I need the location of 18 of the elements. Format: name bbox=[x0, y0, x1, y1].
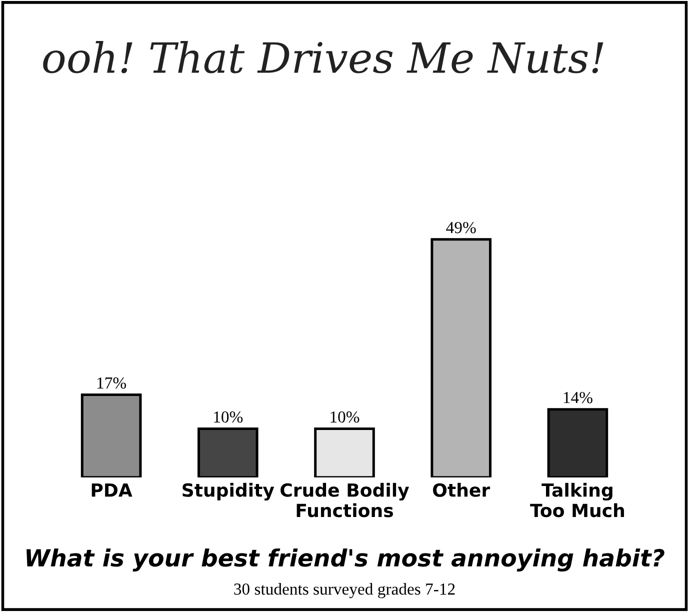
x-tick-label: Crude Bodily Functions bbox=[280, 482, 410, 518]
chart-title: ooh! That Drives Me Nuts! bbox=[43, 41, 604, 74]
data-label: 10% bbox=[214, 411, 243, 423]
bar bbox=[80, 394, 142, 478]
x-tick-label: Stupidity bbox=[182, 482, 274, 501]
data-label: 10% bbox=[330, 411, 360, 423]
bar bbox=[314, 428, 375, 478]
text: 30 students surveyed grades 7-12 bbox=[234, 583, 455, 598]
x-tick-label: Talking Too Much bbox=[530, 482, 624, 518]
x-tick-label: Other bbox=[433, 482, 490, 497]
data-label: 17% bbox=[97, 377, 126, 389]
bar bbox=[547, 408, 608, 478]
x-tick-label: PDA bbox=[92, 483, 132, 497]
bar bbox=[430, 238, 492, 478]
bar bbox=[198, 428, 258, 478]
data-label: 49% bbox=[446, 222, 476, 234]
data-label: 14% bbox=[564, 392, 592, 404]
x-axis-title: What is your best friend's most annoying habit? bbox=[26, 548, 664, 572]
